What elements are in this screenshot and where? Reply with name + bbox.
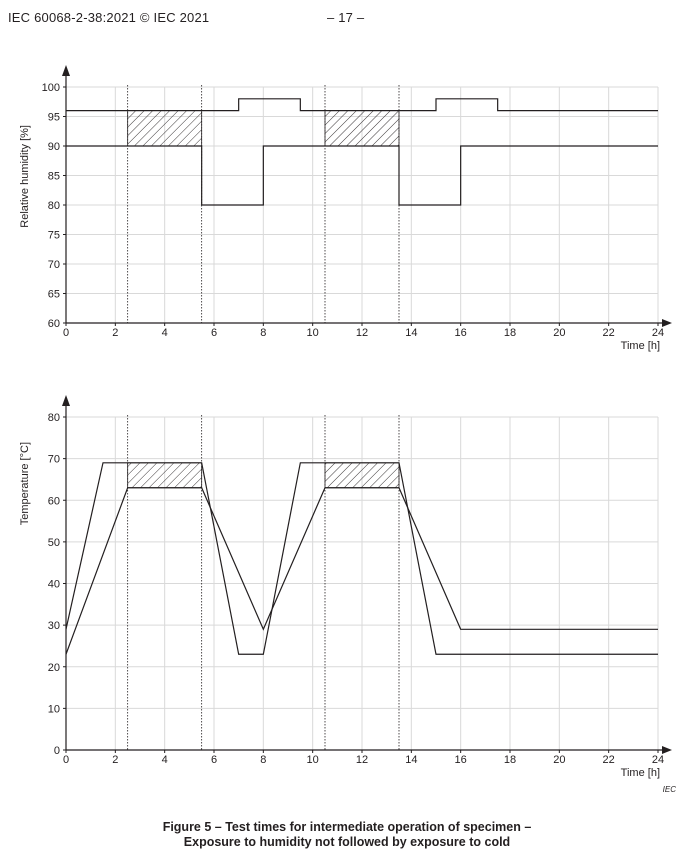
humidity-x-tick-label: 22	[603, 327, 615, 339]
humidity-x-tick-label: 2	[112, 327, 118, 339]
humidity-series-2-line	[66, 145, 658, 206]
humidity-x-tick-label: 0	[63, 327, 69, 339]
humidity-y-tick-label: 70	[48, 259, 60, 271]
temperature-x-tick-label: 24	[652, 754, 664, 766]
humidity-x-tick-label: 8	[260, 327, 266, 339]
temperature-y-tick-label: 50	[48, 537, 60, 549]
humidity-hatched-region	[324, 110, 400, 147]
temperature-x-tick-label: 6	[211, 754, 217, 766]
temperature-x-tick-label: 12	[356, 754, 368, 766]
humidity-x-tick-label: 6	[211, 327, 217, 339]
humidity-x-tick-label: 4	[162, 327, 168, 339]
temperature-x-tick-label: 22	[603, 754, 615, 766]
temperature-x-tick-label: 16	[455, 754, 467, 766]
temperature-x-axis-label: Time [h]	[621, 767, 660, 779]
temperature-y-tick-label: 80	[48, 412, 60, 424]
humidity-y-tick-label: 90	[48, 141, 60, 153]
temperature-y-tick-label: 0	[54, 745, 60, 757]
temperature-x-tick-label: 14	[405, 754, 417, 766]
temperature-hatched-region	[324, 462, 400, 489]
temperature-x-tick-label: 4	[162, 754, 168, 766]
humidity-series-1-line	[66, 98, 658, 112]
figure-caption-line-1: Figure 5 – Test times for intermediate o…	[162, 820, 532, 834]
temperature-x-tick-label: 2	[112, 754, 118, 766]
temperature-y-tick-label: 20	[48, 662, 60, 674]
temperature-series-2-line	[65, 487, 658, 655]
temperature-x-tick-label: 18	[504, 754, 516, 766]
humidity-y-tick-label: 75	[48, 230, 60, 242]
temperature-x-tick-label: 0	[63, 754, 69, 766]
temperature-y-tick-label: 30	[48, 620, 60, 632]
humidity-x-tick-label: 20	[553, 327, 565, 339]
temperature-x-tick-label: 8	[260, 754, 266, 766]
humidity-y-tick-label: 100	[42, 82, 60, 94]
humidity-y-tick-label: 60	[48, 318, 60, 330]
humidity-chart: 0 2 4 6 8 10 12 14 16 18 20 22 246065707580859095100…	[19, 65, 672, 352]
humidity-x-axis-label: Time [h]	[621, 340, 660, 352]
temperature-x-tick-label: 20	[553, 754, 565, 766]
humidity-y-tick-label: 95	[48, 112, 60, 124]
humidity-x-tick-label: 18	[504, 327, 516, 339]
humidity-x-tick-label: 12	[356, 327, 368, 339]
temperature-hatched-region	[127, 462, 203, 489]
humidity-y-axis-label: Relative humidity [%]	[19, 125, 31, 228]
temperature-x-axis-arrow	[662, 746, 672, 754]
document-id: IEC 60068-2-38:2021 © IEC 2021	[8, 10, 210, 25]
temperature-y-tick-label: 70	[48, 454, 60, 466]
temperature-y-axis-label: Temperature [°C]	[19, 442, 31, 525]
temperature-x-tick-label: 10	[307, 754, 319, 766]
figure-caption-line-2: Exposure to humidity not followed by exp…	[183, 835, 511, 849]
temperature-y-tick-label: 40	[48, 579, 60, 591]
humidity-x-tick-label: 10	[307, 327, 319, 339]
humidity-x-axis-arrow	[662, 319, 672, 327]
temperature-y-axis-arrow	[62, 395, 70, 406]
humidity-x-tick-label: 24	[652, 327, 664, 339]
humidity-y-tick-label: 65	[48, 289, 60, 301]
humidity-x-tick-label: 16	[455, 327, 467, 339]
page-number: – 17 –	[327, 10, 365, 25]
humidity-y-axis-arrow	[62, 65, 70, 76]
temperature-series-1-line	[65, 462, 658, 655]
temperature-y-tick-label: 10	[48, 703, 60, 715]
humidity-x-tick-label: 14	[405, 327, 417, 339]
temperature-chart: 0 2 4 6 8 10 12 14 16 18 20 22 2401020304050607080Ti…	[19, 395, 677, 794]
humidity-y-tick-label: 80	[48, 200, 60, 212]
temperature-y-tick-label: 60	[48, 495, 60, 507]
iec-mark-label: IEC	[663, 785, 677, 794]
humidity-hatched-region	[127, 110, 203, 147]
humidity-y-tick-label: 85	[48, 171, 60, 183]
